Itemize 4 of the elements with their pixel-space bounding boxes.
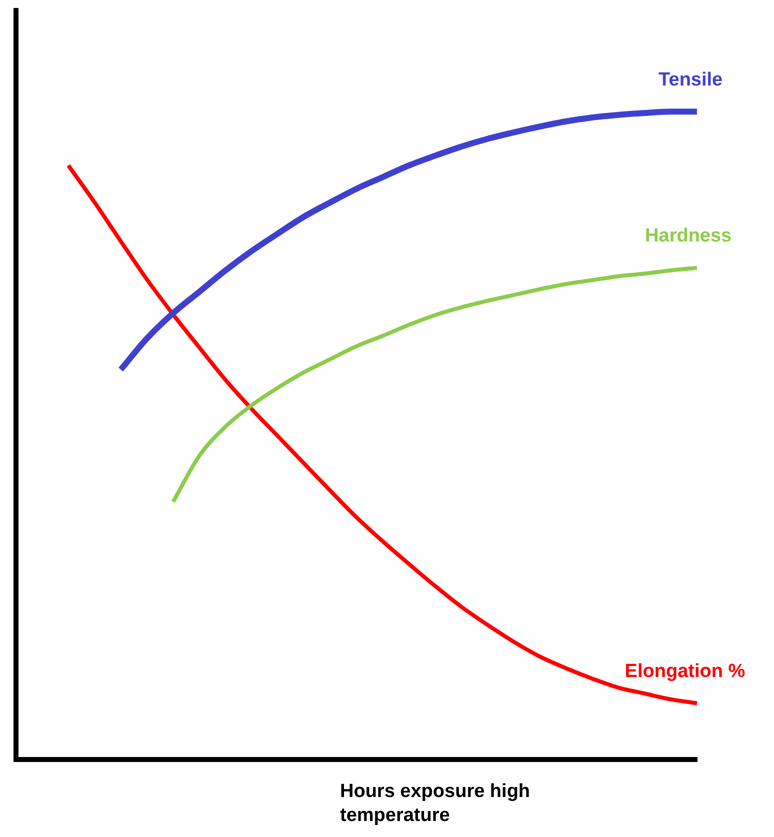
series-label: Elongation % bbox=[624, 660, 746, 682]
series-label: Tensile bbox=[658, 69, 723, 90]
x-axis-title: Hours exposure high temperature bbox=[340, 780, 532, 828]
series-label: Hardness bbox=[645, 226, 732, 247]
